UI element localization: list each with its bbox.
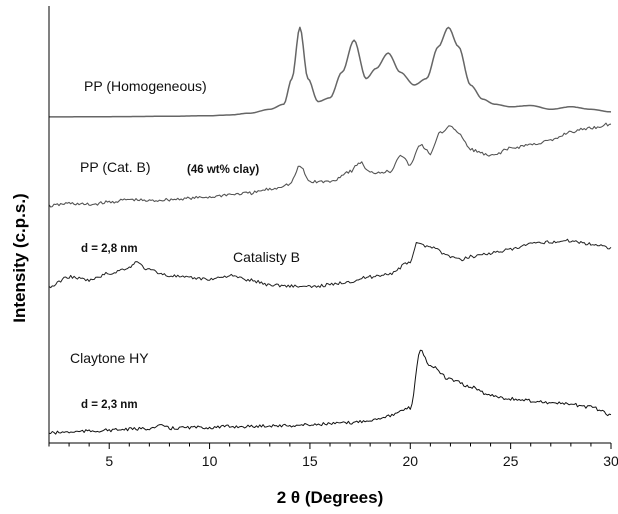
series-line-2 — [48, 122, 612, 208]
label-pp-homogeneous: PP (Homogeneous) — [84, 78, 207, 94]
y-axis-title: Intensity (c.p.s.) — [10, 193, 29, 322]
x-tick-label: 15 — [302, 453, 318, 469]
label-d-spacing-claytone: d = 2,3 nm — [81, 399, 138, 411]
series-line-3 — [48, 238, 612, 289]
x-tick-label: 5 — [105, 453, 113, 469]
label-catalisty-b: Catalisty B — [233, 249, 300, 265]
series-line-1 — [49, 26, 612, 118]
label-d-spacing-catb: d = 2,8 nm — [81, 243, 138, 255]
label-claytone-hy: Claytone HY — [70, 350, 149, 366]
x-tick-label: 10 — [202, 453, 218, 469]
x-tick-label: 20 — [402, 453, 418, 469]
x-tick-label: 30 — [603, 453, 618, 469]
x-tick-label: 25 — [503, 453, 519, 469]
label-pp-cat-b: PP (Cat. B) — [80, 159, 151, 175]
label-clay-content: (46 wt% clay) — [187, 164, 259, 176]
series-line-4 — [48, 349, 612, 435]
x-axis-title: 2 θ (Degrees) — [277, 488, 384, 507]
